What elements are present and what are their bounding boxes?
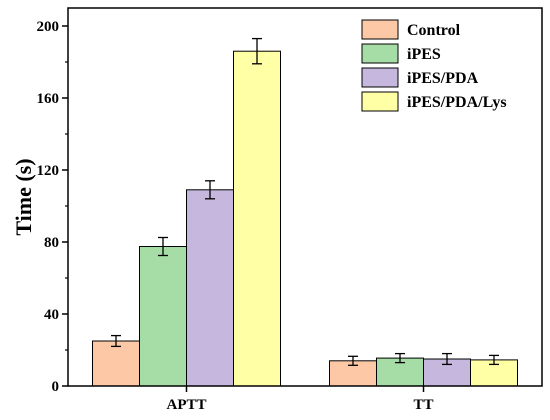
y-tick-label: 80 [44,235,59,251]
legend-swatch [361,19,399,40]
y-axis-title: Time (s) [11,158,36,235]
x-tick-label: APTT [166,397,206,413]
error-bar [489,354,499,366]
legend-swatch [361,43,399,64]
y-tick-label: 160 [37,91,60,107]
bar [186,189,234,387]
y-tick-labels: 0 40 80 120 160 200 [37,19,60,395]
x-tick-labels: APTT TT [166,397,433,413]
bar [139,246,187,387]
error-bar [252,37,262,65]
legend-swatch [361,67,399,88]
error-bar [158,236,168,257]
plot-frame [67,7,543,387]
legend-label: iPES/PDA [407,70,479,87]
legend-swatch [361,91,399,112]
y-tick-label: 40 [44,307,59,323]
legend-label: iPES/PDA/Lys [407,94,507,111]
y-tick-label: 120 [37,163,60,179]
y-tick-label: 200 [37,19,60,35]
legend-label: Control [407,22,461,39]
bar [233,50,281,387]
bars [92,50,518,387]
x-tick-label: TT [413,397,433,413]
legend-item: iPES/PDA [361,67,479,88]
legend-item: Control [361,19,461,40]
error-bar [348,355,358,366]
error-bars [111,37,499,366]
error-bar [442,352,452,366]
legend: Control iPES iPES/PDA iPES/PDA/Lys [361,19,507,112]
bar [92,340,140,387]
axis-ticks [62,25,425,392]
error-bar [395,352,405,364]
y-tick-label: 0 [52,379,60,395]
legend-label: iPES [407,46,441,63]
legend-item: iPES/PDA/Lys [361,91,507,112]
error-bar [111,334,121,348]
error-bar [205,180,215,200]
legend-item: iPES [361,43,441,64]
